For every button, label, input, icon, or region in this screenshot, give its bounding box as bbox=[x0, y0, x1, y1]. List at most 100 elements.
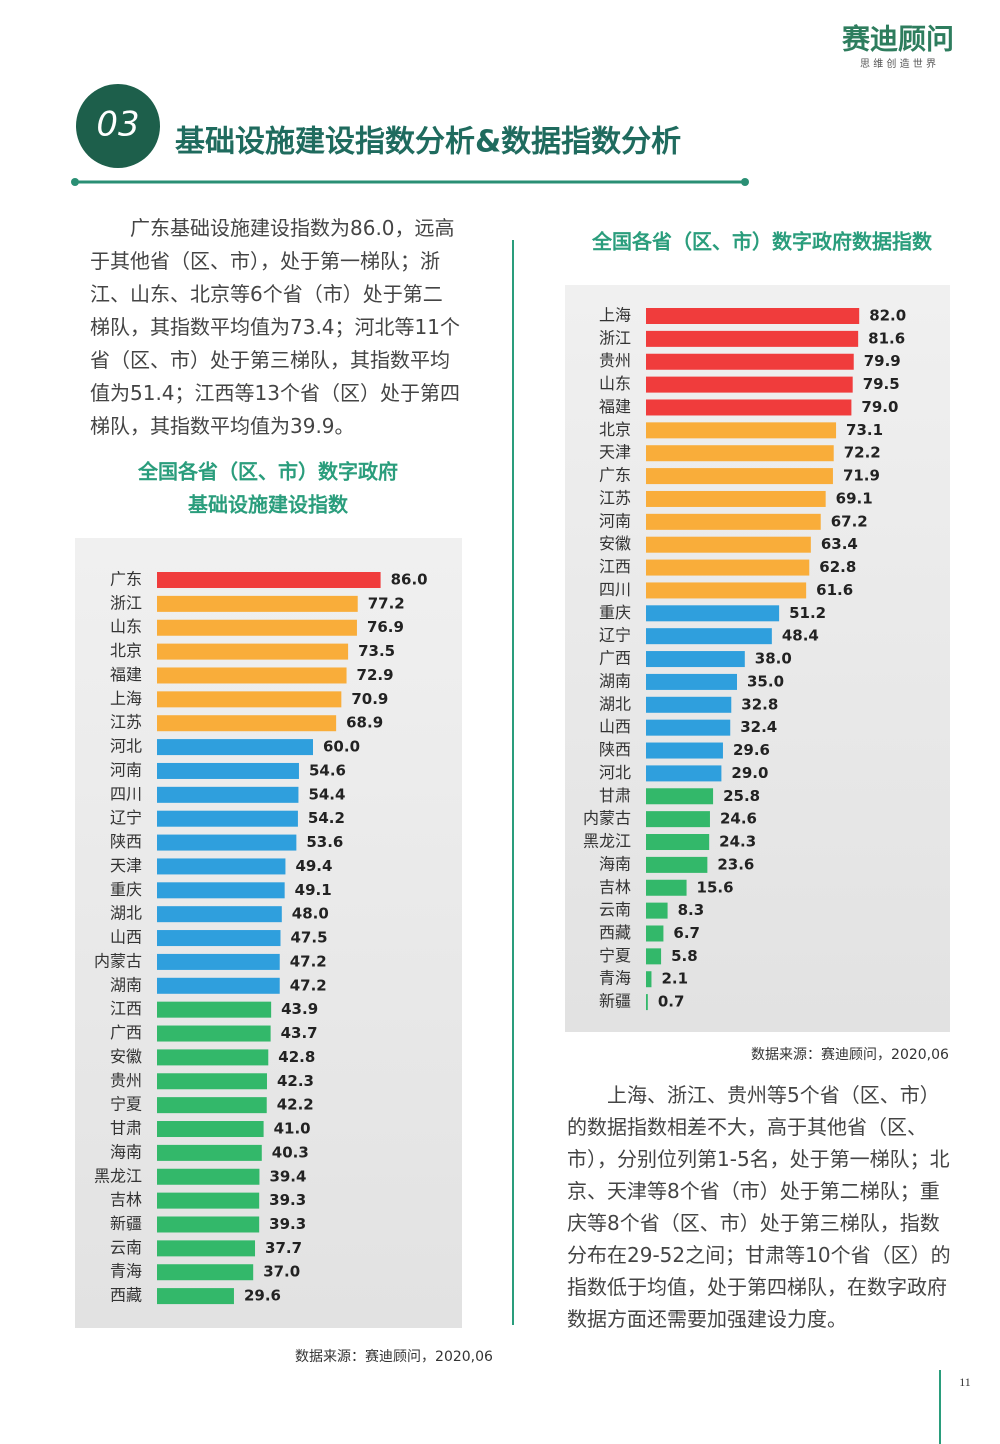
value-label: 24.6 bbox=[720, 810, 757, 828]
bar bbox=[157, 1264, 254, 1281]
category-label: 海南 bbox=[599, 854, 631, 873]
bar bbox=[646, 925, 664, 942]
bar bbox=[157, 953, 280, 970]
value-label: 82.0 bbox=[869, 307, 906, 325]
bar bbox=[646, 445, 834, 462]
value-label: 2.1 bbox=[661, 970, 688, 988]
value-label: 47.5 bbox=[291, 929, 328, 947]
category-label: 云南 bbox=[110, 1238, 142, 1257]
value-label: 29.0 bbox=[731, 764, 768, 782]
category-label: 上海 bbox=[110, 689, 142, 708]
value-label: 53.6 bbox=[306, 833, 343, 851]
bar bbox=[646, 422, 837, 439]
chart-title: 全国各省（区、市）数字政府 bbox=[137, 460, 398, 484]
category-label: 贵州 bbox=[599, 351, 631, 370]
source: 数据来源：赛迪顾问，2020,06 bbox=[751, 1047, 949, 1063]
bar bbox=[157, 977, 280, 994]
category-label: 广西 bbox=[599, 649, 631, 668]
category-label: 辽宁 bbox=[599, 626, 631, 645]
bar bbox=[646, 856, 708, 873]
category-label: 陕西 bbox=[599, 740, 631, 759]
bar bbox=[646, 902, 668, 919]
value-label: 49.4 bbox=[295, 857, 332, 875]
value-label: 37.0 bbox=[263, 1263, 300, 1281]
bar bbox=[646, 651, 745, 668]
category-label: 河南 bbox=[110, 760, 142, 779]
category-label: 安徽 bbox=[110, 1047, 142, 1066]
category-label: 湖南 bbox=[110, 975, 142, 994]
value-label: 71.9 bbox=[843, 467, 880, 485]
bar bbox=[157, 1073, 267, 1090]
value-label: 72.9 bbox=[357, 666, 394, 684]
category-label: 山西 bbox=[110, 928, 142, 947]
category-label: 北京 bbox=[110, 641, 142, 660]
value-label: 32.8 bbox=[741, 695, 778, 713]
category-label: 四川 bbox=[110, 784, 142, 803]
value-label: 47.2 bbox=[290, 952, 327, 970]
bar bbox=[157, 906, 282, 923]
category-label: 河北 bbox=[599, 763, 631, 782]
category-label: 广东 bbox=[599, 466, 631, 485]
value-label: 70.9 bbox=[351, 690, 388, 708]
value-label: 29.6 bbox=[244, 1287, 281, 1305]
category-label: 江苏 bbox=[599, 488, 631, 507]
section-title: 基础设施建设指数分析&数据指数分析 bbox=[175, 125, 681, 160]
category-label: 陕西 bbox=[110, 832, 142, 851]
value-label: 54.6 bbox=[309, 761, 346, 779]
category-label: 吉林 bbox=[110, 1190, 142, 1209]
category-label: 重庆 bbox=[599, 603, 631, 622]
category-label: 江西 bbox=[599, 557, 631, 576]
bar bbox=[646, 513, 821, 530]
value-label: 77.2 bbox=[368, 594, 405, 612]
bar bbox=[157, 715, 337, 732]
category-label: 内蒙古 bbox=[583, 809, 631, 828]
bar bbox=[646, 559, 810, 576]
category-label: 安徽 bbox=[599, 534, 631, 553]
bar bbox=[157, 643, 349, 660]
category-label: 天津 bbox=[110, 856, 142, 875]
category-label: 辽宁 bbox=[110, 808, 142, 827]
value-label: 32.4 bbox=[740, 718, 777, 736]
bar bbox=[157, 1288, 234, 1305]
bar bbox=[157, 810, 298, 827]
value-label: 43.9 bbox=[281, 1000, 318, 1018]
value-label: 79.9 bbox=[864, 352, 901, 370]
bar bbox=[157, 619, 357, 636]
bar bbox=[646, 742, 723, 759]
section-number: 03 bbox=[96, 105, 139, 145]
value-label: 54.2 bbox=[308, 809, 345, 827]
bar bbox=[646, 308, 860, 324]
category-label: 北京 bbox=[599, 420, 631, 439]
rule-dot bbox=[741, 178, 749, 186]
value-label: 42.8 bbox=[278, 1048, 315, 1066]
bar bbox=[646, 834, 710, 851]
value-label: 43.7 bbox=[281, 1024, 318, 1042]
page-number: 11 bbox=[959, 1375, 971, 1389]
value-label: 15.6 bbox=[697, 878, 734, 896]
bar bbox=[157, 1121, 264, 1138]
slogan: 思 维 创 造 世 界 bbox=[860, 57, 936, 70]
bar bbox=[646, 811, 710, 828]
value-label: 69.1 bbox=[836, 489, 873, 507]
bar bbox=[157, 1192, 260, 1209]
category-label: 甘肃 bbox=[110, 1119, 142, 1138]
value-label: 35.0 bbox=[747, 672, 784, 690]
value-label: 49.1 bbox=[295, 881, 332, 899]
category-label: 广西 bbox=[110, 1023, 142, 1042]
source: 数据来源：赛迪顾问，2020,06 bbox=[295, 1349, 493, 1365]
value-label: 79.0 bbox=[861, 398, 898, 416]
value-label: 76.9 bbox=[367, 618, 404, 636]
category-label: 青海 bbox=[599, 969, 631, 988]
value-label: 67.2 bbox=[831, 512, 868, 530]
value-label: 61.6 bbox=[816, 581, 853, 599]
category-label: 黑龙江 bbox=[583, 832, 631, 851]
bar bbox=[157, 762, 299, 779]
value-label: 48.0 bbox=[292, 905, 329, 923]
value-label: 23.6 bbox=[717, 855, 754, 873]
bar bbox=[157, 1025, 271, 1042]
category-label: 重庆 bbox=[110, 880, 142, 899]
bar bbox=[646, 879, 687, 896]
value-label: 37.7 bbox=[265, 1239, 302, 1257]
